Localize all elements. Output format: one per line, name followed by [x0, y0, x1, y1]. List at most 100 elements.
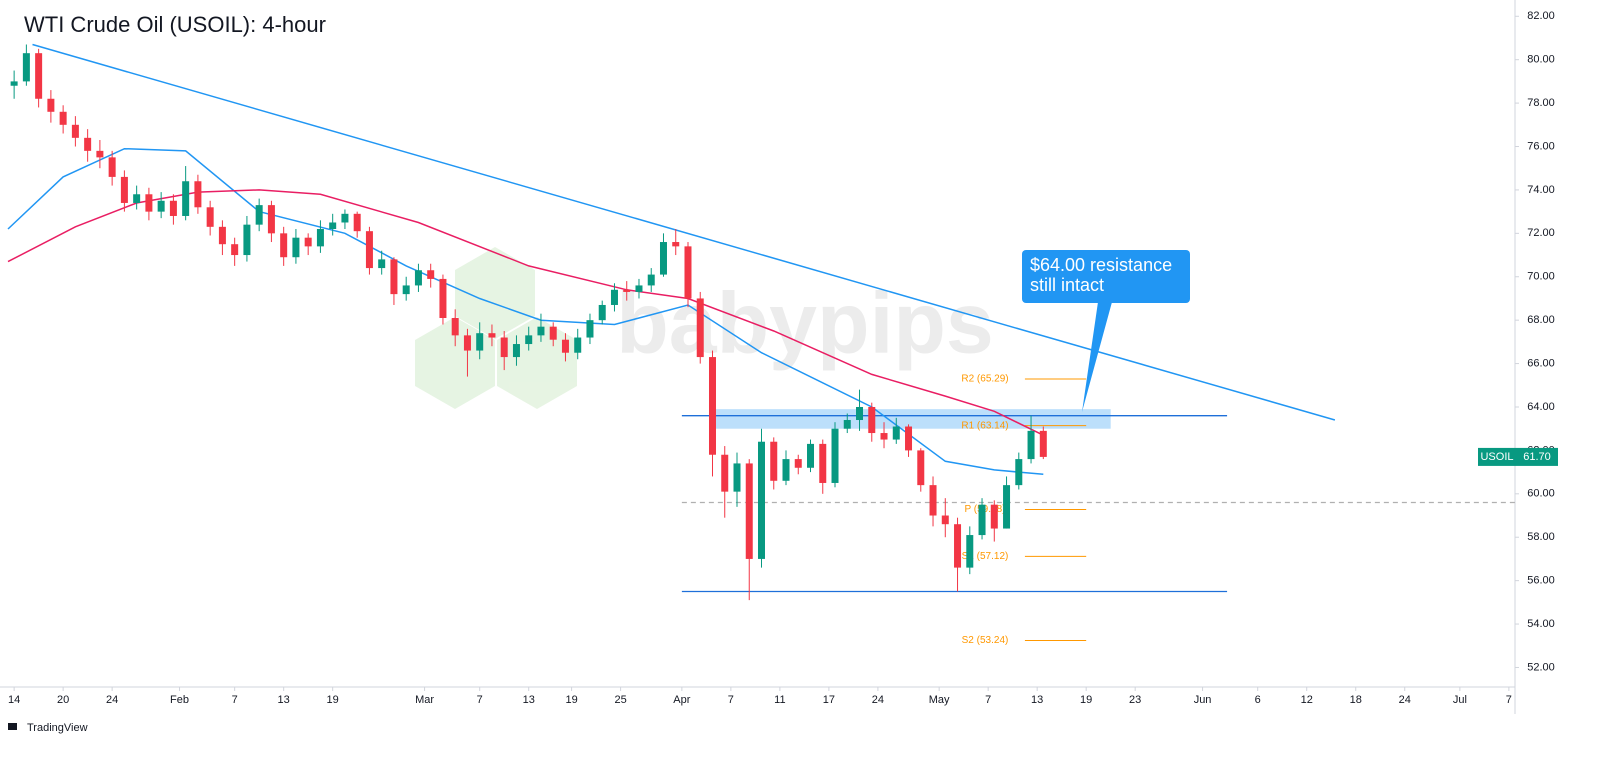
candle-body [500, 337, 508, 358]
candle-body [22, 53, 30, 82]
candle-body [537, 326, 545, 336]
candle-body [280, 233, 288, 258]
x-tick-label: 13 [1031, 694, 1043, 706]
x-tick-label: 6 [1255, 694, 1261, 706]
candle-body [451, 317, 459, 336]
x-tick-label: 18 [1350, 694, 1362, 706]
pivot-label: S1 (57.12) [962, 551, 1009, 562]
y-tick-label: 66.00 [1527, 357, 1555, 369]
candle-body [10, 81, 18, 86]
candle-body [954, 524, 962, 568]
candle-body [1027, 430, 1035, 460]
callout-box [1022, 250, 1190, 303]
candle-body [978, 504, 986, 536]
y-tick-label: 54.00 [1527, 618, 1555, 630]
x-tick-label: 25 [614, 694, 626, 706]
candle-body [892, 426, 900, 440]
candle-body [770, 441, 778, 481]
x-tick-label: 7 [728, 694, 734, 706]
candle-body [917, 450, 925, 486]
x-tick-label: 24 [872, 694, 884, 706]
candle-body [145, 194, 153, 212]
candle-body [880, 433, 888, 440]
price-tag-symbol: USOIL [1480, 451, 1513, 463]
candle-body [586, 320, 594, 338]
candle-body [402, 285, 410, 295]
y-tick-label: 70.00 [1527, 271, 1555, 283]
candle-body [1039, 430, 1047, 457]
candle-body [390, 259, 398, 295]
candle-body [525, 335, 533, 345]
candle-body [353, 213, 361, 232]
pivot-label: R2 (65.29) [961, 374, 1008, 385]
watermark-logo [415, 247, 577, 409]
candle-body [684, 246, 692, 299]
x-tick-label: 24 [106, 694, 118, 706]
x-tick-label: 12 [1301, 694, 1313, 706]
candle-body [905, 426, 913, 451]
candle-body [194, 181, 202, 208]
candle-body [427, 270, 435, 279]
x-tick-label: Mar [415, 694, 434, 706]
candle-body [1003, 485, 1011, 529]
candle-body [831, 428, 839, 483]
y-tick-label: 72.00 [1527, 227, 1555, 239]
candle-body [292, 237, 300, 258]
candle-body [843, 420, 851, 429]
pivot-label: S2 (53.24) [962, 635, 1009, 646]
candle-body [329, 222, 337, 229]
y-tick-label: 56.00 [1527, 575, 1555, 587]
price-tag-bg [1478, 447, 1558, 466]
candle-body [647, 274, 655, 286]
y-tick-label: 76.00 [1527, 140, 1555, 152]
x-tick-label: 17 [823, 694, 835, 706]
candle-body [71, 124, 79, 138]
x-tick-label: Jul [1453, 694, 1467, 706]
x-tick-label: 24 [1399, 694, 1411, 706]
y-tick-label: 64.00 [1527, 401, 1555, 413]
candle-body [966, 535, 974, 568]
y-tick-label: 52.00 [1527, 661, 1555, 673]
candle-body [182, 181, 190, 216]
y-tick-label: 74.00 [1527, 184, 1555, 196]
candle-body [549, 326, 557, 340]
candle-body [157, 200, 165, 212]
watermark: babypips [616, 276, 994, 372]
candle-body [439, 278, 447, 318]
y-tick-label: 80.00 [1527, 54, 1555, 66]
candle-body [561, 339, 569, 353]
candle-body [206, 207, 214, 227]
candle-body [243, 224, 251, 256]
x-tick-label: May [929, 694, 950, 706]
candle-body [659, 242, 667, 275]
candle-body [96, 150, 104, 158]
candle-body [990, 504, 998, 529]
candle-body [782, 459, 790, 481]
candle-body [708, 357, 716, 455]
x-tick-label: 13 [278, 694, 290, 706]
candle-body [733, 463, 741, 492]
candle-body [598, 304, 606, 321]
candle-body [476, 333, 484, 351]
x-tick-label: 7 [1506, 694, 1512, 706]
footer-logo: TradingView [8, 722, 88, 734]
candle-body [304, 237, 312, 247]
x-tick-label: Jun [1194, 694, 1212, 706]
candle-body [623, 289, 631, 292]
x-tick-label: 23 [1129, 694, 1141, 706]
candle-body [610, 289, 618, 305]
candle-body [414, 270, 422, 286]
candle-body [488, 333, 496, 338]
candle-body [316, 229, 324, 247]
candle-body [218, 226, 226, 245]
resistance-zone [712, 409, 1111, 429]
x-tick-label: 13 [523, 694, 535, 706]
x-tick-label: 19 [565, 694, 577, 706]
candle-body [267, 205, 275, 234]
candle-body [672, 242, 680, 247]
x-tick-label: 7 [985, 694, 991, 706]
candle-body [341, 213, 349, 223]
